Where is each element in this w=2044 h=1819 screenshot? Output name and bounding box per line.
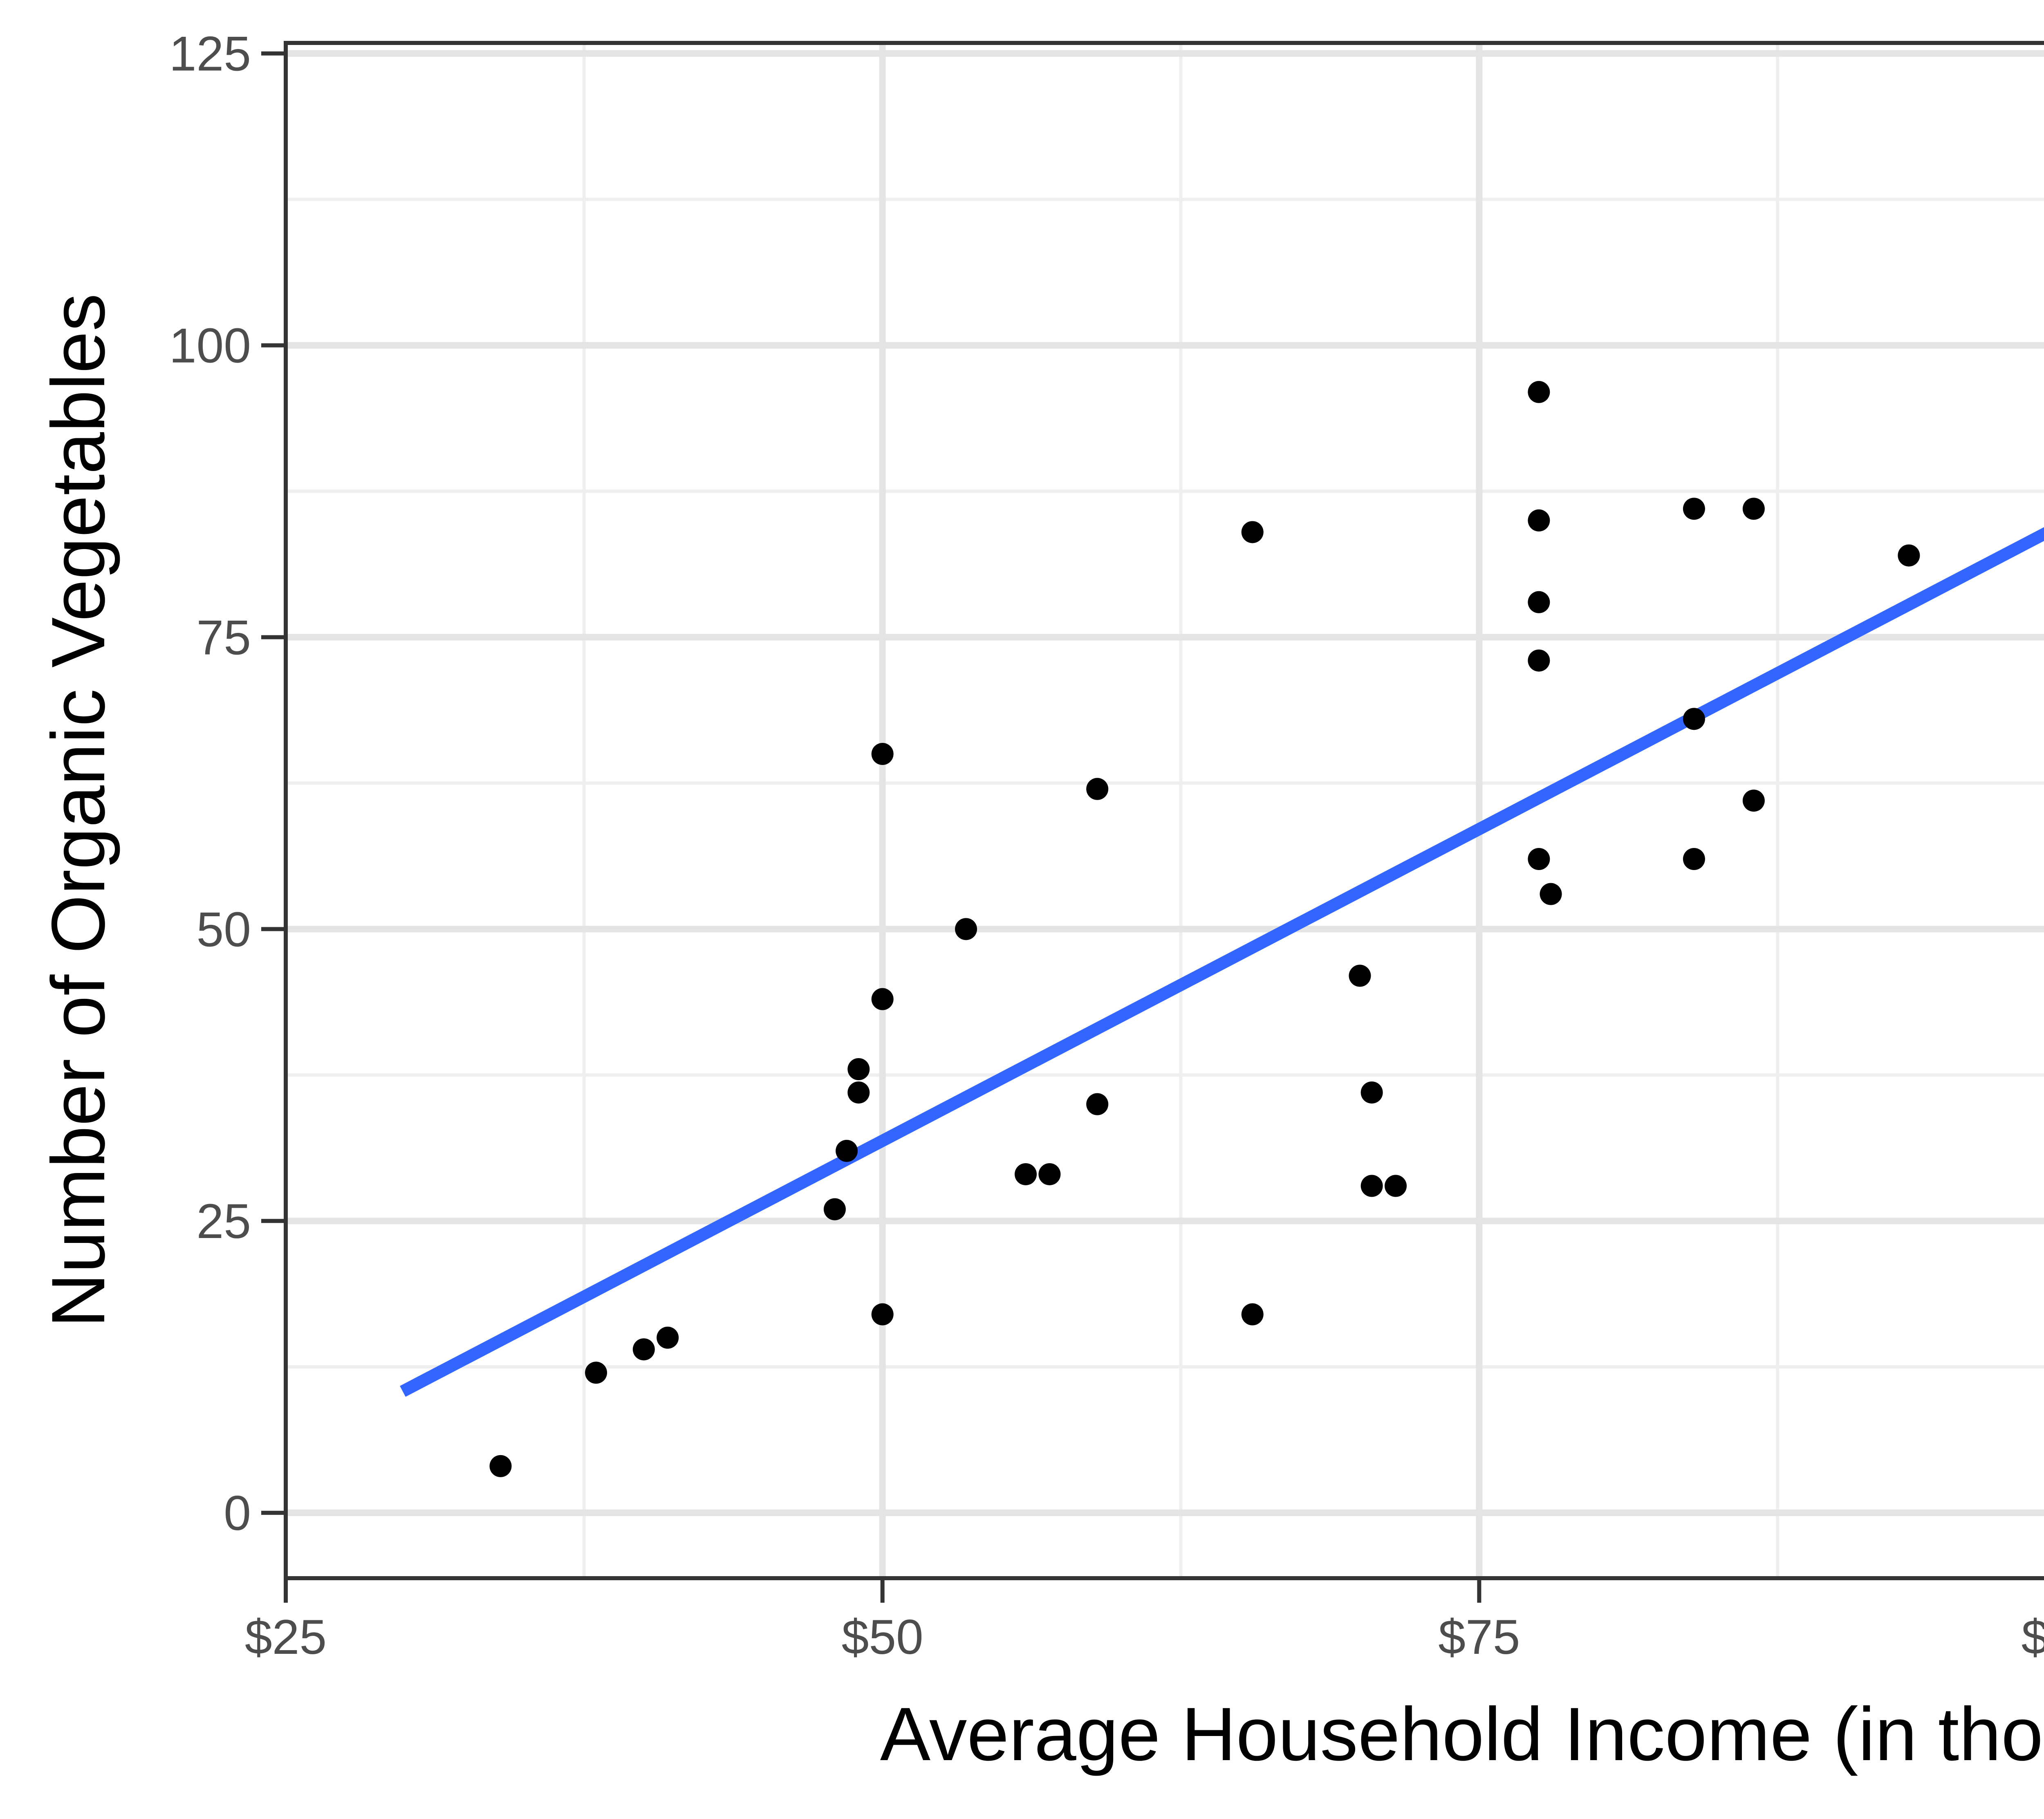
data-point — [489, 1455, 512, 1477]
data-point — [1742, 498, 1765, 520]
x-tick-label: $50 — [842, 1610, 923, 1664]
y-tick-label: 75 — [197, 610, 251, 665]
y-tick-labels: 0 25 50 75 100 125 — [169, 27, 251, 1541]
data-point — [1086, 1093, 1109, 1115]
data-point — [1360, 1081, 1383, 1104]
y-tick-label: 50 — [197, 902, 251, 957]
minor-gridlines — [286, 43, 2044, 1578]
major-gridlines — [286, 43, 2044, 1578]
data-point — [585, 1361, 607, 1384]
data-point — [955, 918, 977, 940]
data-point — [1683, 708, 1705, 730]
x-axis-title: Average Household Income (in thousands) — [880, 1692, 2044, 1776]
data-point — [1241, 1303, 1264, 1326]
y-tick-label: 125 — [169, 27, 251, 81]
data-points-group — [489, 381, 1920, 1477]
data-point — [1540, 883, 1562, 905]
y-tick-label: 0 — [224, 1486, 251, 1541]
data-point — [1898, 544, 1920, 567]
data-point — [1528, 509, 1550, 532]
data-point — [1241, 521, 1264, 543]
data-point — [1349, 964, 1371, 987]
data-point — [1683, 498, 1705, 520]
data-point — [871, 743, 894, 765]
y-tick-label: 25 — [197, 1194, 251, 1249]
data-point — [847, 1081, 870, 1104]
data-point — [871, 1303, 894, 1326]
x-tick-label: $100 — [2022, 1610, 2044, 1664]
data-point — [823, 1198, 846, 1220]
data-point — [1528, 381, 1550, 403]
axis-ticks — [261, 51, 1481, 1603]
data-point — [847, 1058, 870, 1080]
data-point — [1385, 1175, 1407, 1197]
data-point — [871, 988, 894, 1010]
trend-line — [400, 527, 2044, 1397]
x-tick-label: $75 — [1438, 1610, 1520, 1664]
y-axis-title: Number of Organic Vegetables — [36, 294, 121, 1328]
data-point — [1086, 778, 1109, 800]
data-point — [1528, 848, 1550, 870]
data-point — [657, 1326, 679, 1349]
data-point — [836, 1139, 858, 1162]
x-tick-label: $25 — [245, 1610, 327, 1664]
y-tick-label: 100 — [169, 318, 251, 373]
data-point — [632, 1338, 655, 1361]
data-point — [1528, 649, 1550, 672]
data-point — [1015, 1163, 1037, 1185]
data-point — [1528, 591, 1550, 613]
trend-line-group — [400, 527, 2044, 1397]
panel-border — [284, 41, 2044, 1580]
x-tick-labels: $25$50$75$100$125 — [245, 1610, 2044, 1664]
data-point — [1683, 848, 1705, 870]
data-point — [1360, 1175, 1383, 1197]
data-point — [1742, 790, 1765, 812]
data-point — [1038, 1163, 1061, 1185]
